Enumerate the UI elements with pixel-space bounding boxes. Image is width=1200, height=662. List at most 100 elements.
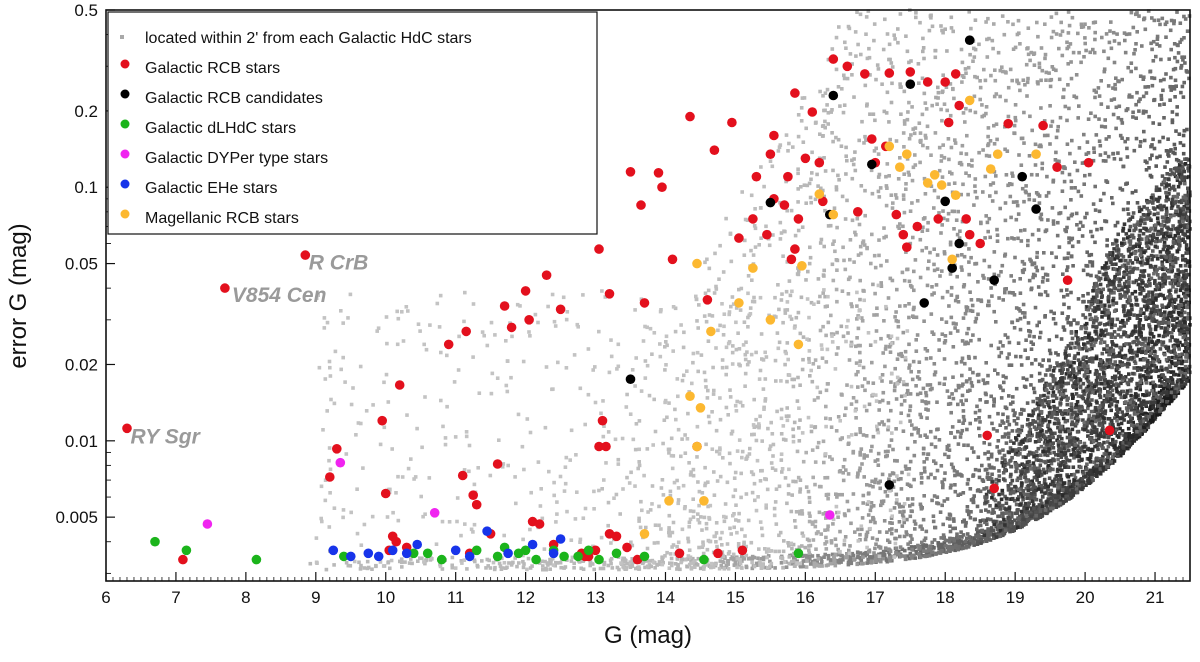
background-star	[1065, 317, 1069, 321]
background-star	[933, 476, 937, 480]
background-star	[989, 343, 993, 348]
background-star	[859, 558, 863, 563]
background-star	[1141, 94, 1146, 99]
background-star	[1182, 80, 1186, 85]
background-star	[1062, 427, 1066, 432]
background-star	[886, 418, 891, 423]
background-star	[1060, 29, 1065, 34]
background-star	[747, 452, 752, 456]
background-star	[1158, 266, 1162, 270]
background-star	[952, 181, 957, 185]
background-star	[791, 479, 795, 484]
background-star	[898, 505, 902, 509]
background-star	[975, 527, 979, 531]
background-star	[886, 427, 890, 432]
background-star	[800, 544, 804, 548]
background-star	[847, 358, 852, 362]
background-star	[1051, 67, 1056, 71]
background-star	[878, 186, 883, 190]
background-star	[1074, 73, 1079, 77]
background-star	[994, 481, 999, 486]
background-star	[667, 447, 672, 452]
background-star	[847, 26, 852, 31]
background-star	[792, 420, 797, 425]
background-star	[1096, 381, 1101, 386]
background-star	[549, 560, 553, 564]
background-star	[903, 357, 908, 362]
background-star	[903, 349, 908, 354]
background-star	[1032, 386, 1036, 391]
background-star	[663, 345, 667, 349]
background-star	[1168, 28, 1173, 33]
background-star	[863, 553, 867, 558]
background-star	[846, 560, 851, 565]
background-star	[1079, 394, 1083, 399]
background-star	[667, 533, 672, 538]
background-star	[1073, 450, 1077, 455]
background-star	[1103, 151, 1108, 155]
background-star	[1081, 396, 1086, 401]
background-star	[1104, 328, 1108, 332]
background-star	[1126, 201, 1130, 205]
background-star	[978, 434, 982, 438]
background-star	[785, 308, 790, 312]
background-star	[777, 340, 782, 345]
background-star	[1033, 163, 1038, 167]
background-star	[1118, 426, 1122, 431]
background-star	[704, 521, 709, 526]
background-star	[1029, 287, 1033, 292]
background-star	[1171, 85, 1176, 89]
background-star	[1164, 398, 1168, 402]
background-star	[1116, 116, 1121, 120]
background-star	[901, 330, 906, 335]
background-star	[1141, 393, 1145, 397]
background-star	[962, 518, 966, 522]
background-star	[1181, 258, 1185, 262]
background-star	[1002, 453, 1007, 458]
background-star	[846, 331, 850, 335]
background-density-layer	[308, 8, 1192, 572]
background-star	[858, 427, 862, 431]
background-star	[918, 502, 923, 507]
background-star	[1099, 226, 1104, 231]
background-star	[906, 413, 911, 418]
background-star	[893, 193, 898, 197]
background-star	[410, 561, 414, 566]
background-star	[733, 470, 738, 475]
background-star	[841, 110, 846, 115]
background-star	[926, 266, 930, 271]
background-star	[900, 547, 905, 552]
background-star	[940, 332, 945, 336]
background-star	[606, 500, 611, 505]
background-star	[871, 112, 876, 116]
background-star	[1037, 485, 1042, 489]
background-star	[769, 420, 773, 425]
background-star	[1131, 280, 1135, 284]
background-star	[928, 548, 933, 552]
background-star	[879, 281, 883, 285]
background-star	[1055, 417, 1060, 421]
background-star	[860, 241, 865, 245]
background-star	[1111, 296, 1116, 301]
background-star	[890, 278, 895, 283]
background-star	[937, 546, 941, 550]
background-star	[1007, 394, 1011, 398]
background-star	[737, 347, 742, 351]
background-star	[993, 68, 997, 72]
background-star	[753, 226, 758, 231]
background-star	[1059, 288, 1064, 293]
background-star	[617, 567, 621, 572]
background-star	[1118, 157, 1123, 162]
background-star	[1126, 65, 1130, 70]
background-star	[1110, 317, 1115, 322]
background-star	[1158, 22, 1162, 27]
background-star	[908, 404, 913, 408]
background-star	[732, 476, 737, 480]
background-star	[1070, 442, 1074, 447]
background-star	[697, 303, 701, 307]
background-star	[1076, 240, 1081, 244]
background-star	[1106, 154, 1111, 159]
background-star	[1103, 393, 1107, 398]
background-star	[1115, 32, 1119, 36]
background-star	[1135, 201, 1140, 205]
